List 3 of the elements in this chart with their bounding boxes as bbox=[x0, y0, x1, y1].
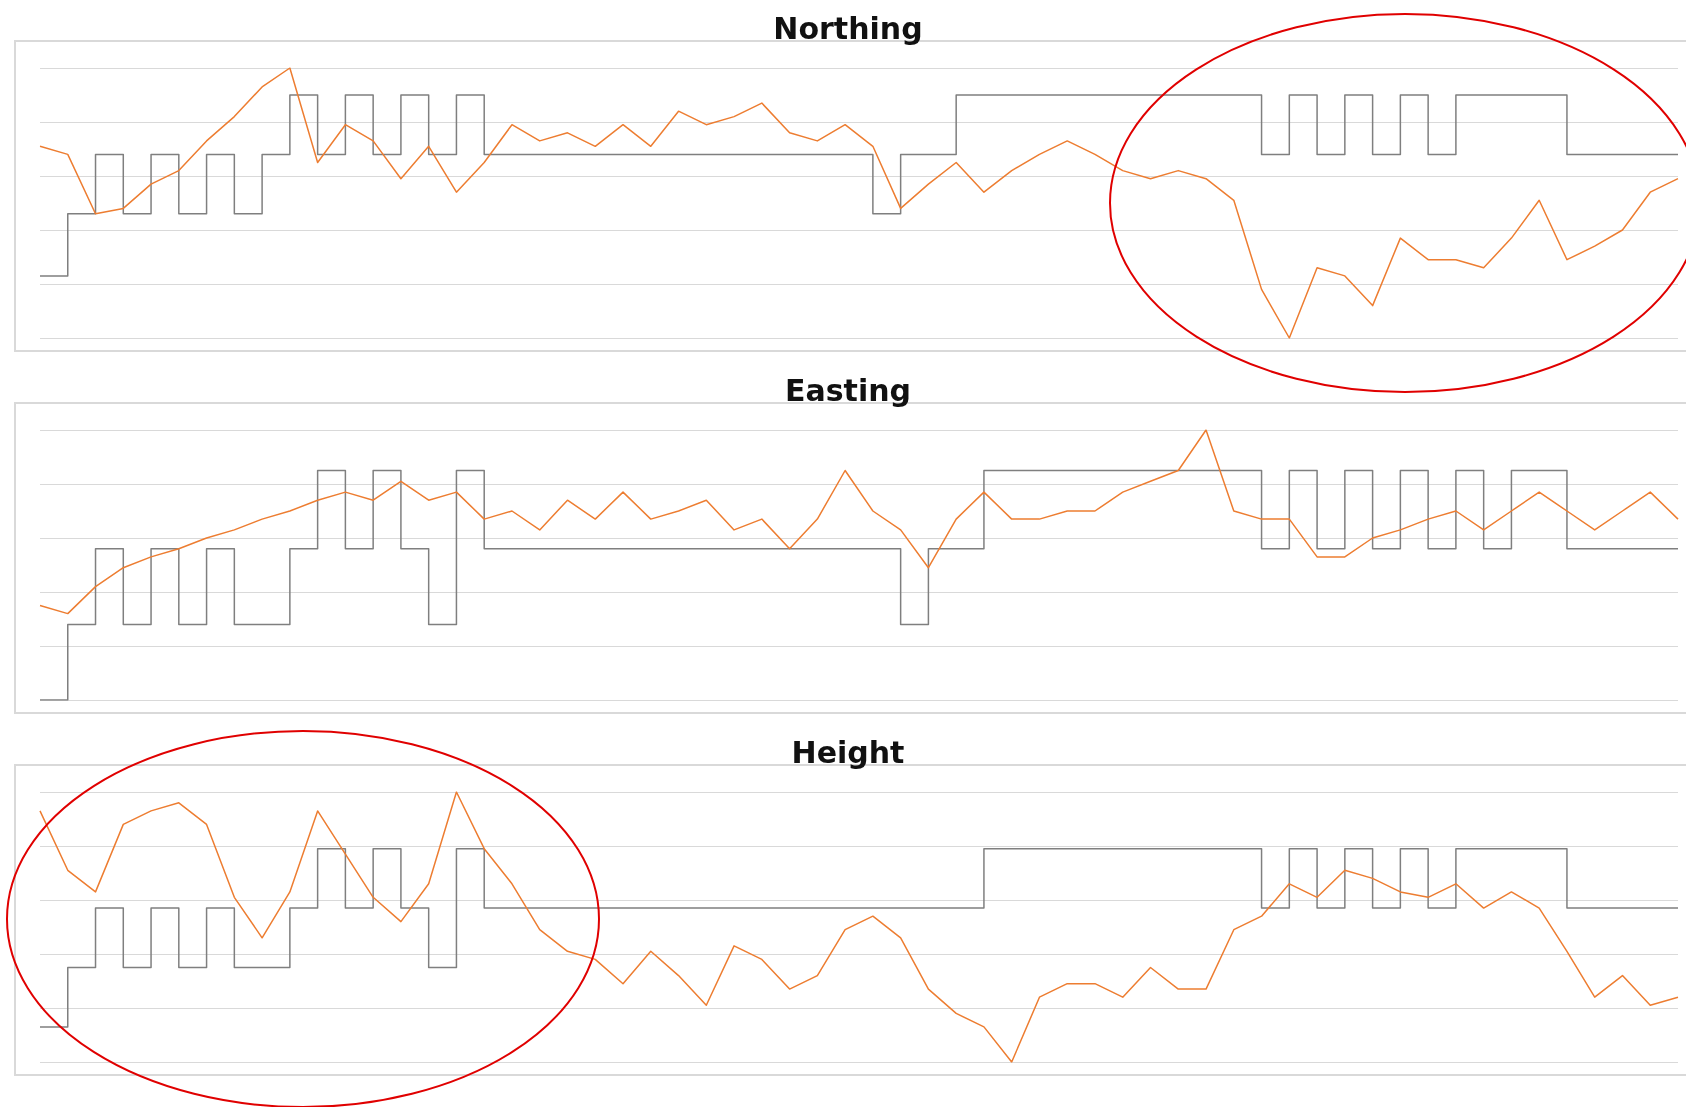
chart-title: Easting bbox=[784, 372, 912, 408]
chart-title: Height bbox=[791, 734, 905, 770]
chart-title: Northing bbox=[773, 10, 923, 46]
